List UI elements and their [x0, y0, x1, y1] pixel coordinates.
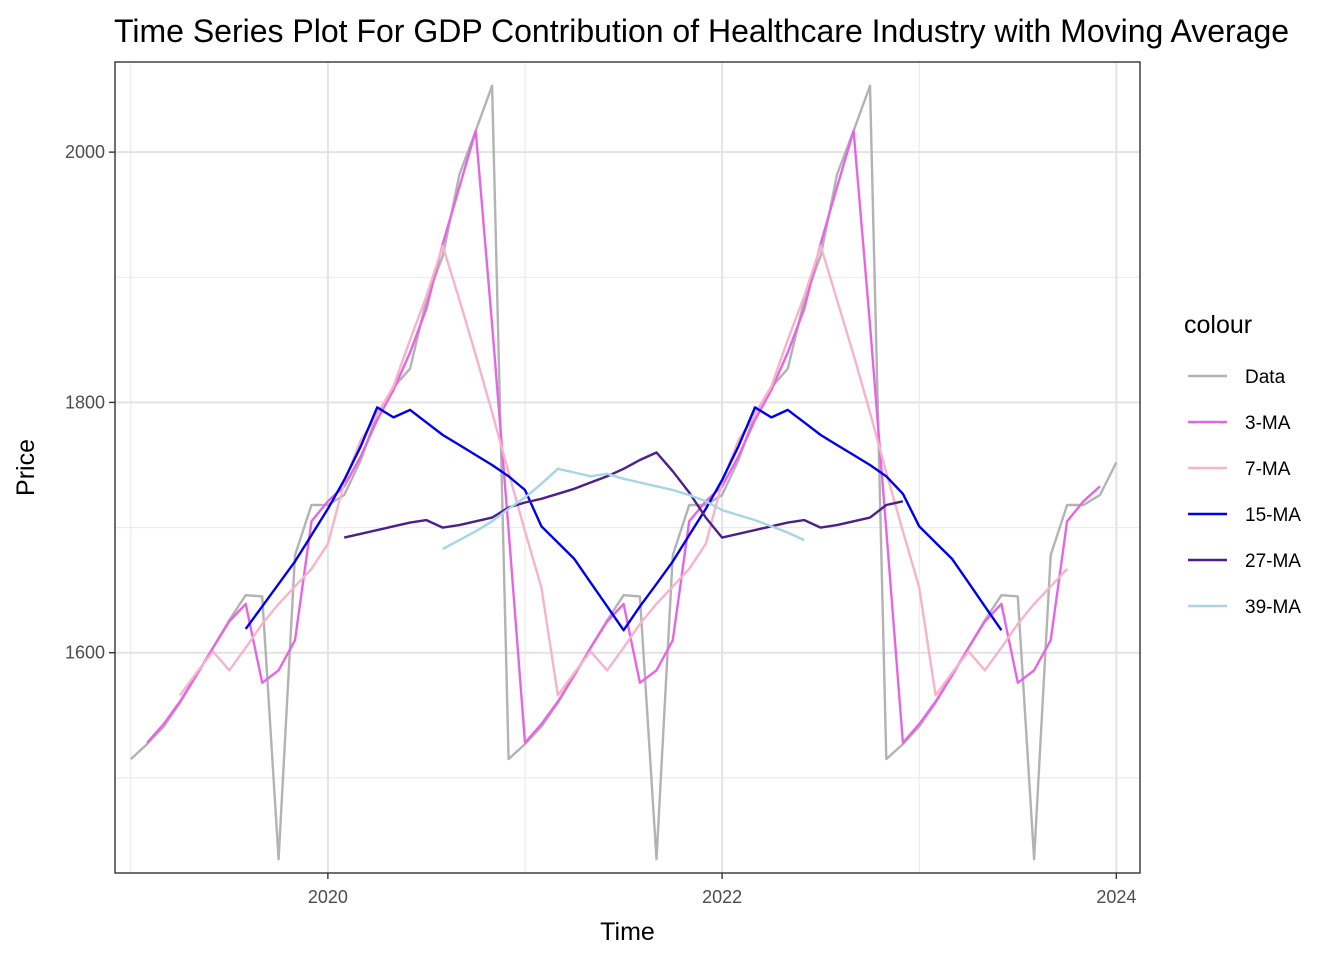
plot-panel-border	[114, 61, 1141, 874]
x-axis-label: Time	[600, 918, 655, 946]
series-line-27-ma	[343, 451, 904, 539]
series-line-39-ma	[442, 467, 805, 550]
legend-label-3-ma: 3-MA	[1245, 413, 1291, 434]
y-axis-label: Price	[12, 439, 40, 496]
series-line-3-ma	[146, 129, 1101, 744]
legend-label-data: Data	[1245, 367, 1286, 388]
chart-title: Time Series Plot For GDP Contribution of…	[114, 13, 1289, 49]
legend-title: colour	[1184, 311, 1252, 339]
legend-label-7-ma: 7-MA	[1245, 459, 1291, 480]
series-line-15-ma	[244, 406, 1003, 632]
legend-label-27-ma: 27-MA	[1245, 551, 1301, 572]
x-tick-label: 2020	[308, 887, 348, 907]
x-tick-label: 2024	[1096, 887, 1136, 907]
legend-label-15-ma: 15-MA	[1245, 505, 1301, 526]
y-tick-label: 1600	[65, 643, 105, 663]
y-tick-label: 1800	[65, 392, 105, 412]
axis-ticks: 2020 2022 2024 1600 1800 2000	[65, 142, 1136, 907]
y-tick-label: 2000	[65, 142, 105, 162]
series-line-7-ma	[179, 244, 1068, 697]
legend: colour Data 3-MA 7-MA 15-MA 27-MA 39-MA	[1184, 311, 1301, 618]
legend-label-39-ma: 39-MA	[1245, 597, 1301, 618]
series-lines	[129, 84, 1118, 861]
x-tick-label: 2022	[702, 887, 742, 907]
